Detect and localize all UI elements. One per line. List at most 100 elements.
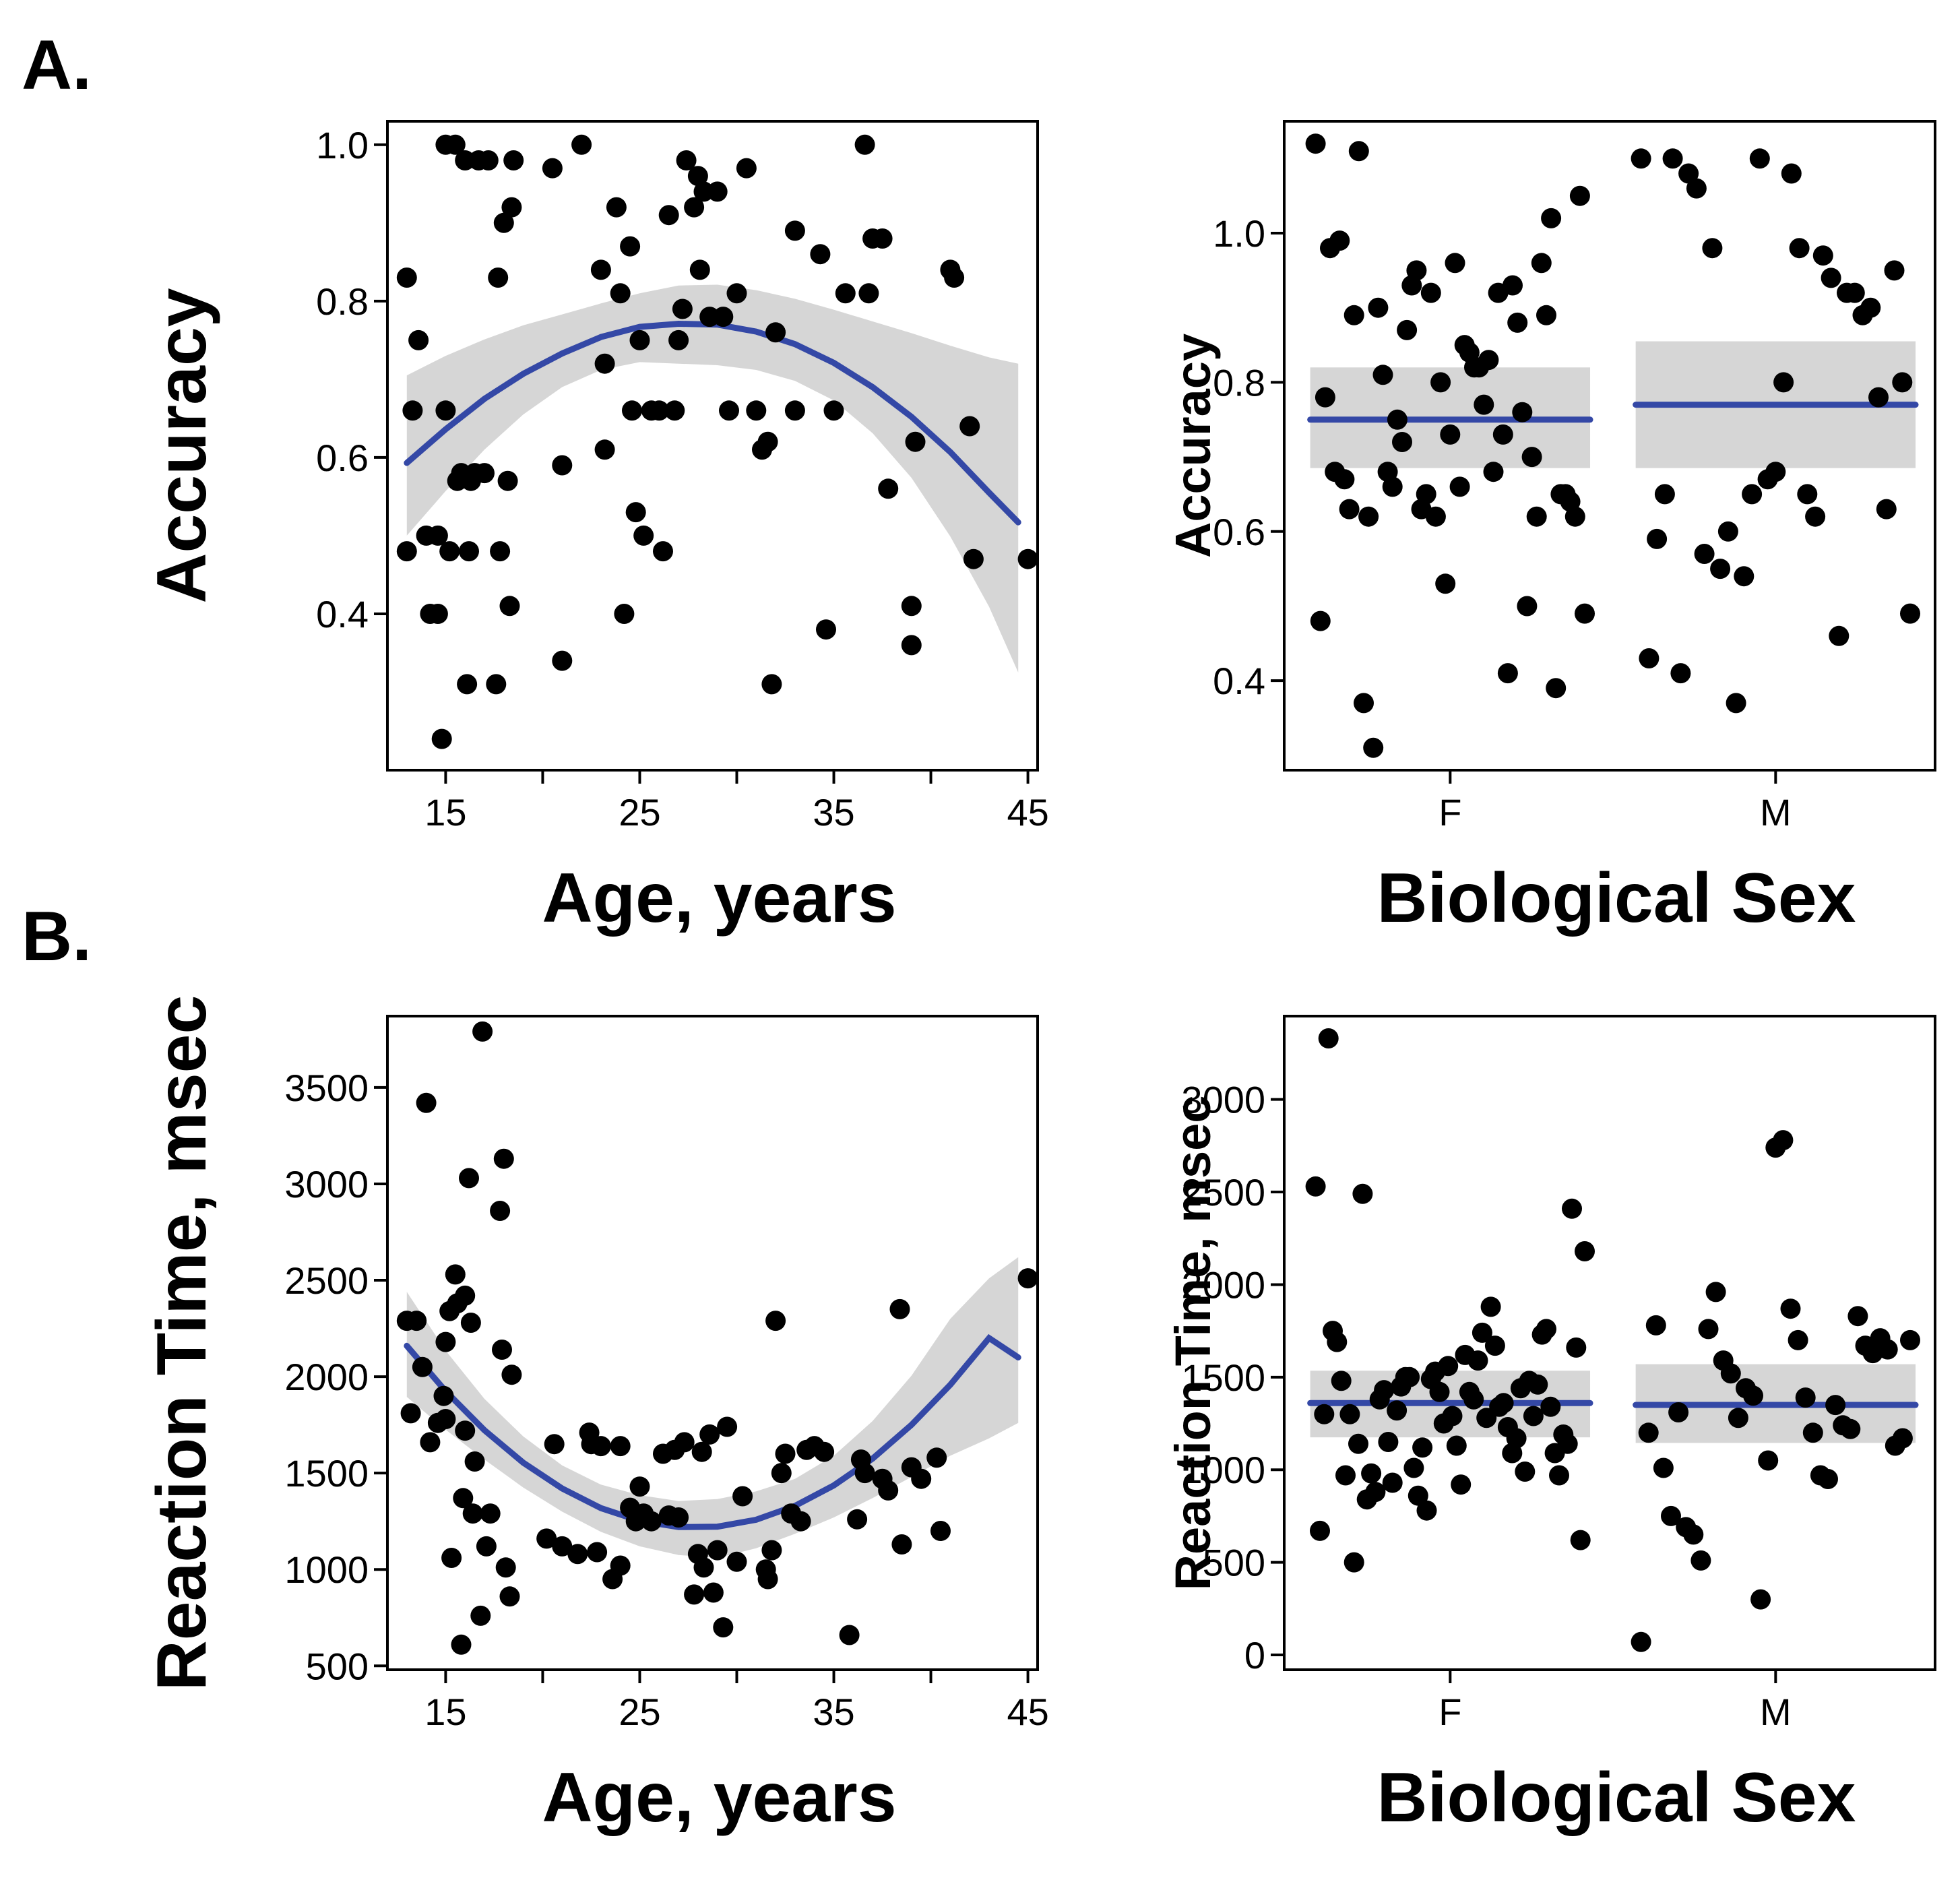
x-tick-label: M [1760, 791, 1792, 834]
data-point-m [1668, 1402, 1689, 1422]
data-point-f [1361, 1463, 1382, 1484]
data-point [684, 1584, 705, 1605]
data-point-f [1403, 1457, 1424, 1478]
data-point [814, 1441, 835, 1462]
data-point-f [1562, 1198, 1582, 1219]
data-point [396, 541, 417, 562]
data-point [835, 283, 856, 304]
data-point [420, 1432, 441, 1453]
data-point-f [1536, 305, 1556, 325]
data-point-f [1392, 432, 1412, 452]
data-point-m [1797, 484, 1818, 505]
data-point-f [1506, 1428, 1527, 1449]
data-point-f [1438, 1356, 1459, 1377]
data-point-f [1335, 1465, 1356, 1486]
data-point [435, 1409, 456, 1429]
data-point [587, 1542, 608, 1563]
data-point [930, 1521, 951, 1541]
data-point [717, 1416, 738, 1437]
data-point-f [1515, 1462, 1536, 1482]
data-point [693, 1557, 714, 1578]
data-point-f [1497, 663, 1518, 684]
y-tick-label: 1000 [284, 1548, 369, 1591]
data-point [594, 353, 615, 374]
data-point-f [1374, 1380, 1395, 1401]
data-point [435, 1331, 456, 1352]
data-point-f [1435, 573, 1456, 594]
data-point [542, 158, 563, 179]
data-point-f [1331, 1371, 1352, 1391]
data-point-m [1892, 1428, 1913, 1449]
data-point-f [1467, 1350, 1488, 1371]
y-tick-label: 0.4 [1213, 660, 1265, 702]
data-point [606, 197, 627, 218]
data-point [492, 1340, 512, 1360]
data-point-m [1631, 148, 1651, 169]
data-point [455, 1285, 476, 1306]
data-point-m [1647, 528, 1668, 549]
data-point-f [1575, 1241, 1595, 1261]
data-point [610, 1555, 631, 1576]
data-point-m [1726, 693, 1746, 714]
data-point-f [1575, 603, 1595, 624]
data-point [499, 596, 520, 617]
data-point-m [1844, 282, 1865, 303]
data-point-f [1315, 387, 1335, 408]
data-point-f [1365, 1482, 1386, 1503]
data-point-m [1710, 559, 1731, 579]
data-point-f [1570, 1530, 1591, 1550]
data-point [775, 1443, 796, 1464]
data-point-m [1749, 148, 1770, 169]
data-point-f [1387, 409, 1408, 430]
y-tick-label: 3000 [284, 1163, 369, 1205]
data-point-m [1758, 1450, 1779, 1471]
data-point-f [1387, 1400, 1408, 1421]
data-point [672, 299, 693, 319]
data-point [571, 134, 592, 155]
data-point [433, 1385, 454, 1406]
data-point [703, 1582, 724, 1603]
panel-label-b: B. [22, 898, 92, 976]
data-point [439, 541, 460, 562]
data-point [470, 1605, 491, 1626]
data-point-f [1348, 1433, 1368, 1454]
data-point [699, 1424, 720, 1445]
data-point [567, 1544, 588, 1565]
data-point-f [1445, 253, 1465, 274]
data-point [761, 674, 782, 695]
data-point-f [1517, 596, 1538, 617]
data-point-f [1334, 469, 1355, 490]
data-point [459, 541, 479, 562]
data-point-f [1531, 253, 1552, 274]
x-tick-label: 25 [619, 1691, 660, 1733]
data-point [416, 1092, 437, 1113]
data-point [445, 134, 466, 155]
data-point [614, 604, 635, 624]
data-point [629, 1476, 650, 1497]
data-point-f [1512, 402, 1533, 422]
data-point-f [1493, 1393, 1514, 1414]
data-point-f [1451, 1474, 1472, 1495]
data-point [891, 1534, 912, 1555]
y-tick-label: 1500 [1181, 1356, 1265, 1399]
data-point [396, 268, 417, 288]
data-point [878, 1480, 899, 1501]
data-point [408, 329, 429, 350]
data-point-f [1503, 275, 1523, 296]
data-point [687, 166, 708, 187]
x-tick-label: 45 [1007, 1691, 1048, 1733]
data-point-f [1472, 1322, 1492, 1343]
data-point [736, 158, 757, 179]
data-point [847, 1509, 868, 1530]
data-point-m [1690, 1550, 1711, 1571]
data-point [757, 1569, 778, 1590]
y-tick-label: 2000 [1181, 1263, 1265, 1306]
data-point [441, 1548, 462, 1568]
y-tick-label: 0.6 [316, 437, 369, 479]
data-point-m [1868, 387, 1889, 408]
data-point-m [1631, 1631, 1651, 1652]
data-point-m [1805, 506, 1826, 527]
data-point [911, 1468, 932, 1489]
data-point-f [1425, 506, 1446, 527]
data-point [905, 431, 926, 452]
